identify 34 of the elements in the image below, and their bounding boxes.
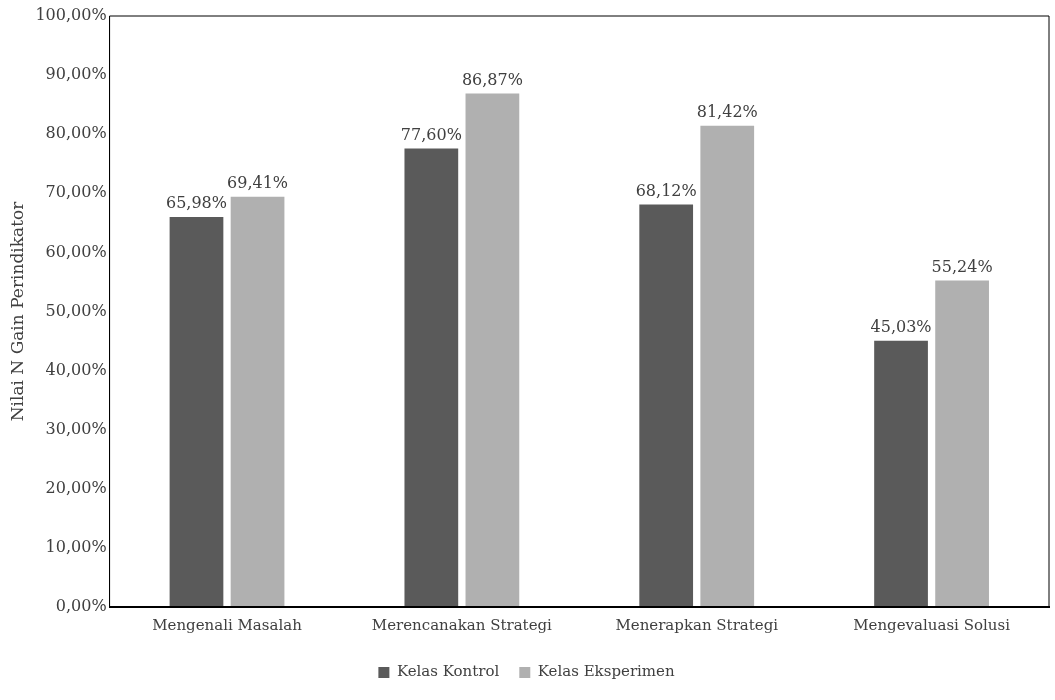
data-label: 65,98% xyxy=(165,193,227,213)
y-tick-label: 90,00% xyxy=(45,64,107,84)
data-label: 45,03% xyxy=(870,317,932,337)
bar xyxy=(935,280,989,607)
bar xyxy=(404,148,459,607)
data-label: 69,41% xyxy=(227,172,289,192)
y-tick-label: 10,00% xyxy=(45,537,107,557)
bar xyxy=(230,196,285,607)
legend-label: Kelas Eksperimen xyxy=(537,662,675,681)
x-tick-label: Mengevaluasi Solusi xyxy=(853,615,1011,634)
y-tick-label: 40,00% xyxy=(45,359,107,379)
y-tick-label: 30,00% xyxy=(45,418,107,438)
data-label: 86,87% xyxy=(461,69,523,89)
y-tick-label: 60,00% xyxy=(45,241,107,261)
y-axis-title: Nilai N Gain Perindikator xyxy=(6,200,27,422)
bar xyxy=(700,125,755,607)
bar xyxy=(874,340,928,607)
y-tick-label: 100,00% xyxy=(35,5,107,25)
y-tick-label: 20,00% xyxy=(45,477,107,497)
y-tick-label: 50,00% xyxy=(45,300,107,320)
data-label: 81,42% xyxy=(696,101,758,121)
data-label: 55,24% xyxy=(931,256,993,276)
bar xyxy=(639,204,694,607)
y-tick-label: 70,00% xyxy=(45,182,107,202)
y-tick-label: 80,00% xyxy=(45,123,107,143)
bar xyxy=(169,217,224,607)
x-tick-label: Merencanakan Strategi xyxy=(371,615,553,634)
data-label: 77,60% xyxy=(400,124,462,144)
data-label: 68,12% xyxy=(635,180,697,200)
x-tick-label: Menerapkan Strategi xyxy=(615,615,779,634)
y-tick-label: 0,00% xyxy=(55,596,107,616)
x-tick-label: Mengenali Masalah xyxy=(152,615,303,634)
bar xyxy=(465,93,520,607)
legend-label: Kelas Kontrol xyxy=(396,662,500,681)
